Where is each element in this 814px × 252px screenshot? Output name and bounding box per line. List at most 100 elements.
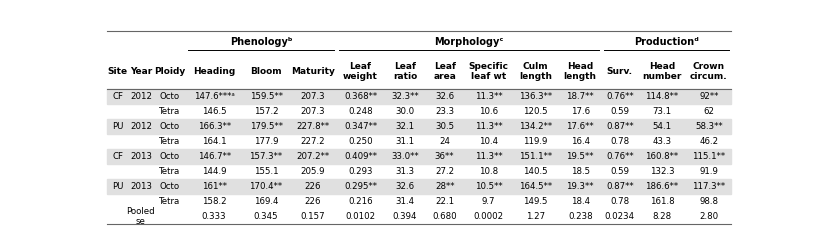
Text: 0.333: 0.333 — [202, 212, 226, 221]
Text: 10.4: 10.4 — [479, 137, 498, 146]
Text: 19.3**: 19.3** — [567, 182, 594, 191]
Text: 0.78: 0.78 — [610, 137, 629, 146]
Text: 10.6: 10.6 — [479, 107, 498, 116]
Text: Surv.: Surv. — [606, 67, 632, 76]
Text: 31.3: 31.3 — [396, 167, 414, 176]
Text: 207.2**: 207.2** — [296, 152, 330, 161]
Text: 10.5**: 10.5** — [475, 182, 502, 191]
Text: 0.368**: 0.368** — [344, 92, 377, 101]
Text: 91.9: 91.9 — [699, 167, 718, 176]
Text: 2013: 2013 — [130, 182, 152, 191]
Text: 226: 226 — [304, 182, 322, 191]
Text: Heading: Heading — [193, 67, 235, 76]
Text: Tetra: Tetra — [159, 137, 180, 146]
Text: 177.9: 177.9 — [254, 137, 278, 146]
Text: 32.6: 32.6 — [396, 182, 414, 191]
Text: 151.1**: 151.1** — [519, 152, 552, 161]
Text: Octo: Octo — [160, 152, 180, 161]
Text: 0.76**: 0.76** — [606, 152, 633, 161]
Text: 119.9: 119.9 — [523, 137, 548, 146]
Text: 0.238: 0.238 — [568, 212, 593, 221]
Text: 2.80: 2.80 — [699, 212, 719, 221]
Text: 0.295**: 0.295** — [344, 182, 377, 191]
Text: 17.6: 17.6 — [571, 107, 590, 116]
Text: 54.1: 54.1 — [653, 122, 672, 131]
Text: 2012: 2012 — [130, 92, 152, 101]
Text: 0.87**: 0.87** — [606, 122, 633, 131]
Text: 19.5**: 19.5** — [567, 152, 594, 161]
Text: 120.5: 120.5 — [523, 107, 548, 116]
Text: 16.4: 16.4 — [571, 137, 590, 146]
Text: 0.248: 0.248 — [348, 107, 373, 116]
Text: 115.1**: 115.1** — [692, 152, 725, 161]
Text: Phenologyᵇ: Phenologyᵇ — [230, 37, 292, 47]
Text: 164.5**: 164.5** — [519, 182, 552, 191]
Text: 186.6**: 186.6** — [646, 182, 679, 191]
Text: 155.1: 155.1 — [254, 167, 278, 176]
Text: Octo: Octo — [160, 122, 180, 131]
Text: 2012: 2012 — [130, 122, 152, 131]
Text: CF: CF — [112, 92, 123, 101]
Text: Octo: Octo — [160, 92, 180, 101]
Text: 11.3**: 11.3** — [475, 122, 502, 131]
Text: 159.5**: 159.5** — [250, 92, 282, 101]
Text: 8.28: 8.28 — [653, 212, 672, 221]
Text: Head
number: Head number — [642, 62, 681, 81]
Text: Ploidy: Ploidy — [154, 67, 186, 76]
Text: 10.8: 10.8 — [479, 167, 498, 176]
Text: 0.680: 0.680 — [432, 212, 457, 221]
Text: 0.59: 0.59 — [610, 107, 629, 116]
Text: 0.0234: 0.0234 — [605, 212, 635, 221]
Text: 27.2: 27.2 — [435, 167, 454, 176]
Text: Head
length: Head length — [564, 62, 597, 81]
Text: 1.27: 1.27 — [526, 212, 545, 221]
Text: 161**: 161** — [202, 182, 226, 191]
Text: Tetra: Tetra — [159, 197, 180, 206]
Text: 11.3**: 11.3** — [475, 92, 502, 101]
Text: 169.4: 169.4 — [254, 197, 278, 206]
Text: PU: PU — [112, 182, 124, 191]
Text: 157.2: 157.2 — [254, 107, 278, 116]
Text: PU: PU — [112, 122, 124, 131]
Text: 161.8: 161.8 — [650, 197, 674, 206]
Text: 24: 24 — [439, 137, 450, 146]
Text: Crown
circum.: Crown circum. — [690, 62, 728, 81]
Text: 160.8**: 160.8** — [646, 152, 679, 161]
Text: 227.8**: 227.8** — [296, 122, 330, 131]
Text: 227.2: 227.2 — [300, 137, 326, 146]
Text: 0.0102: 0.0102 — [345, 212, 375, 221]
Text: 30.5: 30.5 — [435, 122, 454, 131]
Text: 158.2: 158.2 — [202, 197, 226, 206]
Text: 31.1: 31.1 — [396, 137, 414, 146]
Text: Leaf
area: Leaf area — [433, 62, 456, 81]
Text: 0.394: 0.394 — [393, 212, 418, 221]
Bar — [107, 149, 731, 164]
Text: 2013: 2013 — [130, 152, 152, 161]
Text: Octo: Octo — [160, 182, 180, 191]
Text: 32.6: 32.6 — [435, 92, 454, 101]
Text: 146.5: 146.5 — [202, 107, 226, 116]
Text: 43.3: 43.3 — [653, 137, 672, 146]
Text: Year: Year — [129, 67, 152, 76]
Text: 11.3**: 11.3** — [475, 152, 502, 161]
Bar — [107, 89, 731, 104]
Bar — [107, 179, 731, 194]
Text: 17.6**: 17.6** — [567, 122, 594, 131]
Text: 0.345: 0.345 — [254, 212, 278, 221]
Text: 9.7: 9.7 — [482, 197, 495, 206]
Text: 0.0002: 0.0002 — [474, 212, 504, 221]
Text: Tetra: Tetra — [159, 107, 180, 116]
Text: 226: 226 — [304, 197, 322, 206]
Text: 170.4**: 170.4** — [249, 182, 282, 191]
Text: 147.6***ᵃ: 147.6***ᵃ — [194, 92, 234, 101]
Text: 0.409**: 0.409** — [344, 152, 377, 161]
Text: 0.293: 0.293 — [348, 167, 373, 176]
Text: 30.0: 30.0 — [396, 107, 414, 116]
Text: 207.3: 207.3 — [300, 107, 326, 116]
Text: 18.7**: 18.7** — [567, 92, 594, 101]
Text: 0.59: 0.59 — [610, 167, 629, 176]
Text: 134.2**: 134.2** — [519, 122, 552, 131]
Text: Morphologyᶜ: Morphologyᶜ — [435, 37, 504, 47]
Text: 117.3**: 117.3** — [692, 182, 725, 191]
Text: 62: 62 — [703, 107, 715, 116]
